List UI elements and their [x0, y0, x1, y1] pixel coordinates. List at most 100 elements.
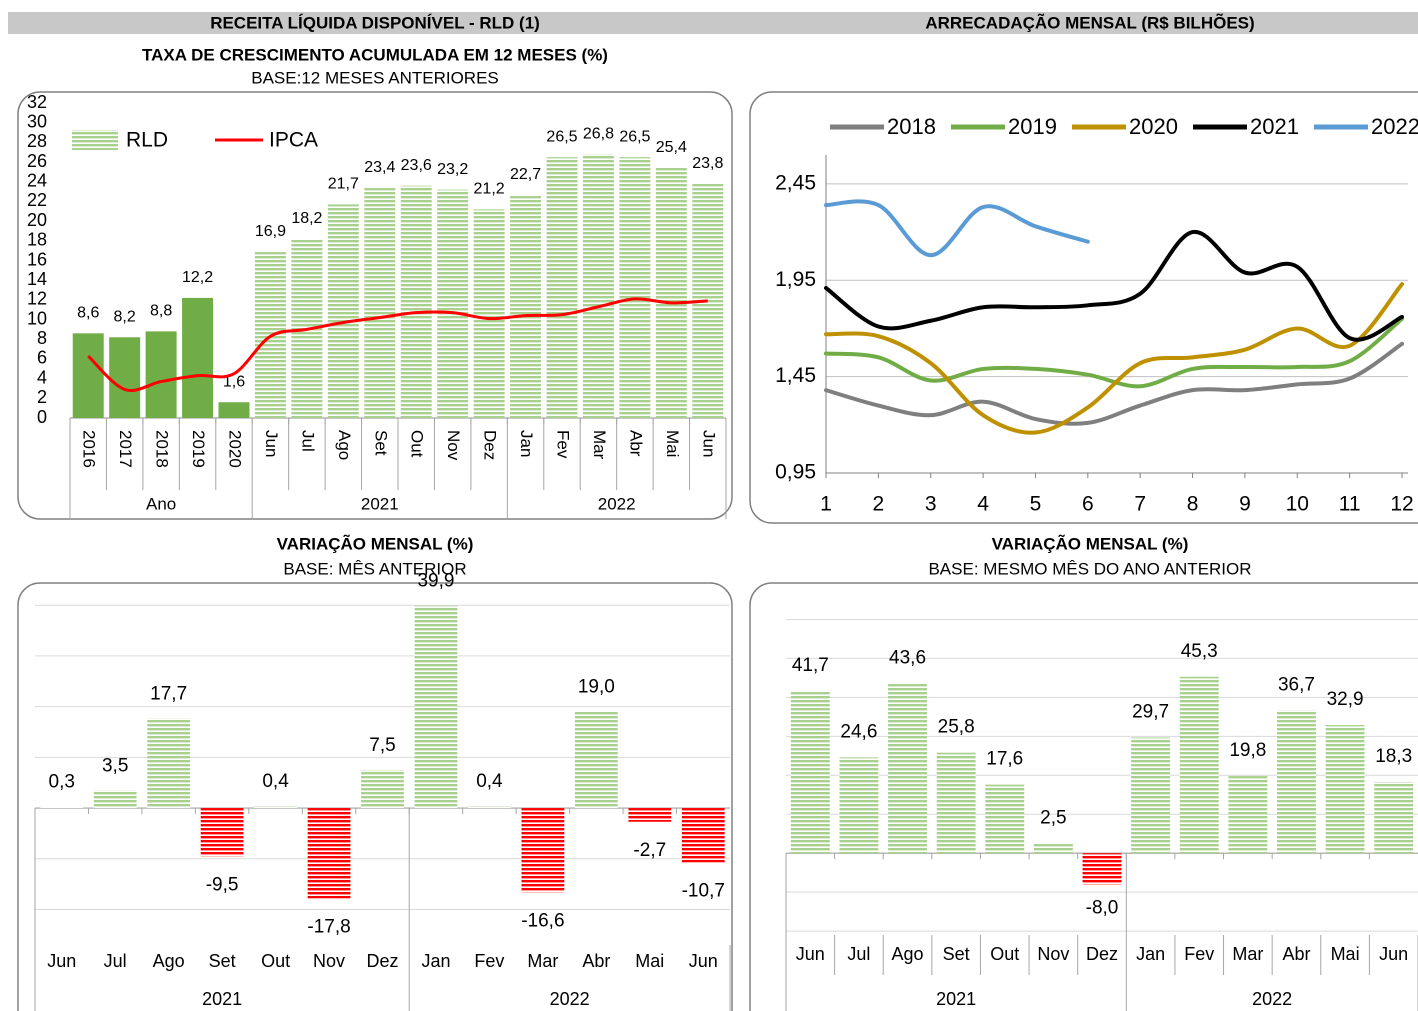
- data-label: 17,6: [986, 749, 1023, 770]
- header-bar: [8, 12, 1418, 34]
- bar: [400, 185, 432, 418]
- data-label: -10,7: [682, 880, 725, 901]
- data-label: 18,2: [291, 210, 322, 227]
- y-tick-label: 20: [27, 210, 47, 230]
- x-tick-label: Jan: [517, 430, 536, 457]
- group-label: Ano: [146, 494, 176, 513]
- bar: [200, 808, 244, 857]
- x-tick-label: Ago: [335, 430, 354, 460]
- data-label: 23,8: [692, 155, 723, 172]
- data-label: 8,6: [77, 305, 99, 322]
- data-label: 23,4: [364, 159, 395, 176]
- x-tick-label: Jul: [104, 951, 127, 971]
- y-tick-label: 6: [37, 348, 47, 368]
- data-label: 29,7: [1132, 702, 1169, 723]
- bar: [361, 770, 404, 809]
- line: [824, 282, 1404, 435]
- line: [824, 199, 1090, 258]
- x-tick-label: Jun: [699, 430, 718, 457]
- bar: [510, 194, 542, 418]
- x-tick-label: 1: [820, 493, 832, 516]
- x-tick-label: Ago: [892, 944, 924, 964]
- bar: [546, 157, 578, 418]
- bar: [109, 337, 141, 418]
- legend-label: IPCA: [269, 129, 318, 152]
- y-tick-label: 16: [27, 249, 47, 269]
- y-tick-label: 2: [37, 387, 47, 407]
- data-label: 43,6: [889, 647, 926, 668]
- bar: [1033, 843, 1073, 854]
- x-tick-label: Dez: [1086, 944, 1118, 964]
- data-label: 8,2: [114, 309, 136, 326]
- x-tick-label: 4: [977, 493, 989, 516]
- bar: [888, 683, 927, 854]
- x-tick-label: 2017: [116, 430, 135, 468]
- x-tick-label: 11: [1339, 493, 1361, 516]
- x-tick-label: Mar: [1232, 944, 1263, 964]
- bar: [1325, 725, 1365, 854]
- bar: [574, 711, 618, 809]
- bar: [145, 331, 177, 418]
- chart-subtitle: BASE: MESMO MÊS DO ANO ANTERIOR: [928, 559, 1251, 578]
- x-tick-label: Mai: [663, 430, 682, 457]
- data-label: 18,3: [1375, 746, 1412, 767]
- x-tick-label: Abr: [582, 951, 610, 971]
- x-tick-label: Ago: [153, 951, 185, 971]
- x-tick-label: 6: [1082, 493, 1094, 516]
- x-tick-label: 2016: [80, 430, 99, 468]
- legend-label: 2020: [1129, 114, 1178, 139]
- x-tick-label: Mar: [527, 951, 558, 971]
- x-tick-label: Jun: [1379, 944, 1408, 964]
- bar: [655, 167, 687, 418]
- chart-subtitle: BASE: MÊS ANTERIOR: [283, 559, 466, 578]
- bar: [582, 154, 614, 418]
- chart-title: VARIAÇÃO MENSAL (%): [277, 533, 474, 553]
- bar: [364, 187, 396, 418]
- x-tick-label: 12: [1390, 493, 1413, 516]
- group-label: 2022: [598, 494, 636, 513]
- data-label: -9,5: [206, 874, 239, 895]
- chart-title: VARIAÇÃO MENSAL (%): [992, 533, 1189, 553]
- data-label: 41,7: [792, 655, 829, 676]
- y-tick-label: 0: [37, 407, 47, 427]
- bar: [218, 402, 250, 418]
- bar: [327, 204, 359, 418]
- section-header: RECEITA LÍQUIDA DISPONÍVEL - RLD (1): [210, 13, 540, 32]
- bar: [182, 297, 214, 418]
- x-tick-label: Jun: [47, 951, 76, 971]
- data-label: -8,0: [1086, 897, 1119, 918]
- y-tick-label: 14: [27, 269, 47, 289]
- data-label: 16,9: [255, 223, 286, 240]
- legend-label: 2018: [887, 114, 936, 139]
- data-label: 25,4: [656, 139, 687, 156]
- y-tick-label: 12: [27, 289, 47, 309]
- bar: [1179, 676, 1219, 854]
- x-tick-label: Set: [943, 944, 970, 964]
- group-label: 2021: [361, 494, 399, 513]
- x-tick-label: Set: [209, 951, 236, 971]
- data-label: 21,2: [474, 181, 505, 198]
- chart-title: TAXA DE CRESCIMENTO ACUMULADA EM 12 MESE…: [142, 45, 608, 64]
- data-label: -16,6: [521, 910, 564, 931]
- data-label: -2,7: [633, 840, 666, 861]
- group-label: 2021: [202, 989, 242, 1009]
- data-label: 26,5: [619, 128, 650, 145]
- x-tick-label: Fev: [554, 430, 573, 459]
- bar: [839, 757, 879, 854]
- x-tick-label: Jul: [298, 430, 317, 452]
- y-tick-label: 26: [27, 151, 47, 171]
- bar: [307, 808, 351, 899]
- bar: [521, 808, 565, 893]
- x-tick-label: Dez: [481, 430, 500, 460]
- y-tick-label: 8: [37, 328, 47, 348]
- data-label: 0,4: [476, 771, 503, 792]
- x-tick-label: 5: [1030, 493, 1042, 516]
- x-tick-label: 2019: [189, 430, 208, 468]
- bar: [790, 690, 830, 854]
- data-label: 26,8: [583, 125, 614, 142]
- y-tick-label: 4: [37, 367, 47, 387]
- bar: [619, 157, 651, 418]
- y-tick-label: 1,95: [775, 268, 816, 291]
- chart-subtitle: BASE:12 MESES ANTERIORES: [251, 68, 499, 87]
- group-label: 2021: [936, 989, 976, 1009]
